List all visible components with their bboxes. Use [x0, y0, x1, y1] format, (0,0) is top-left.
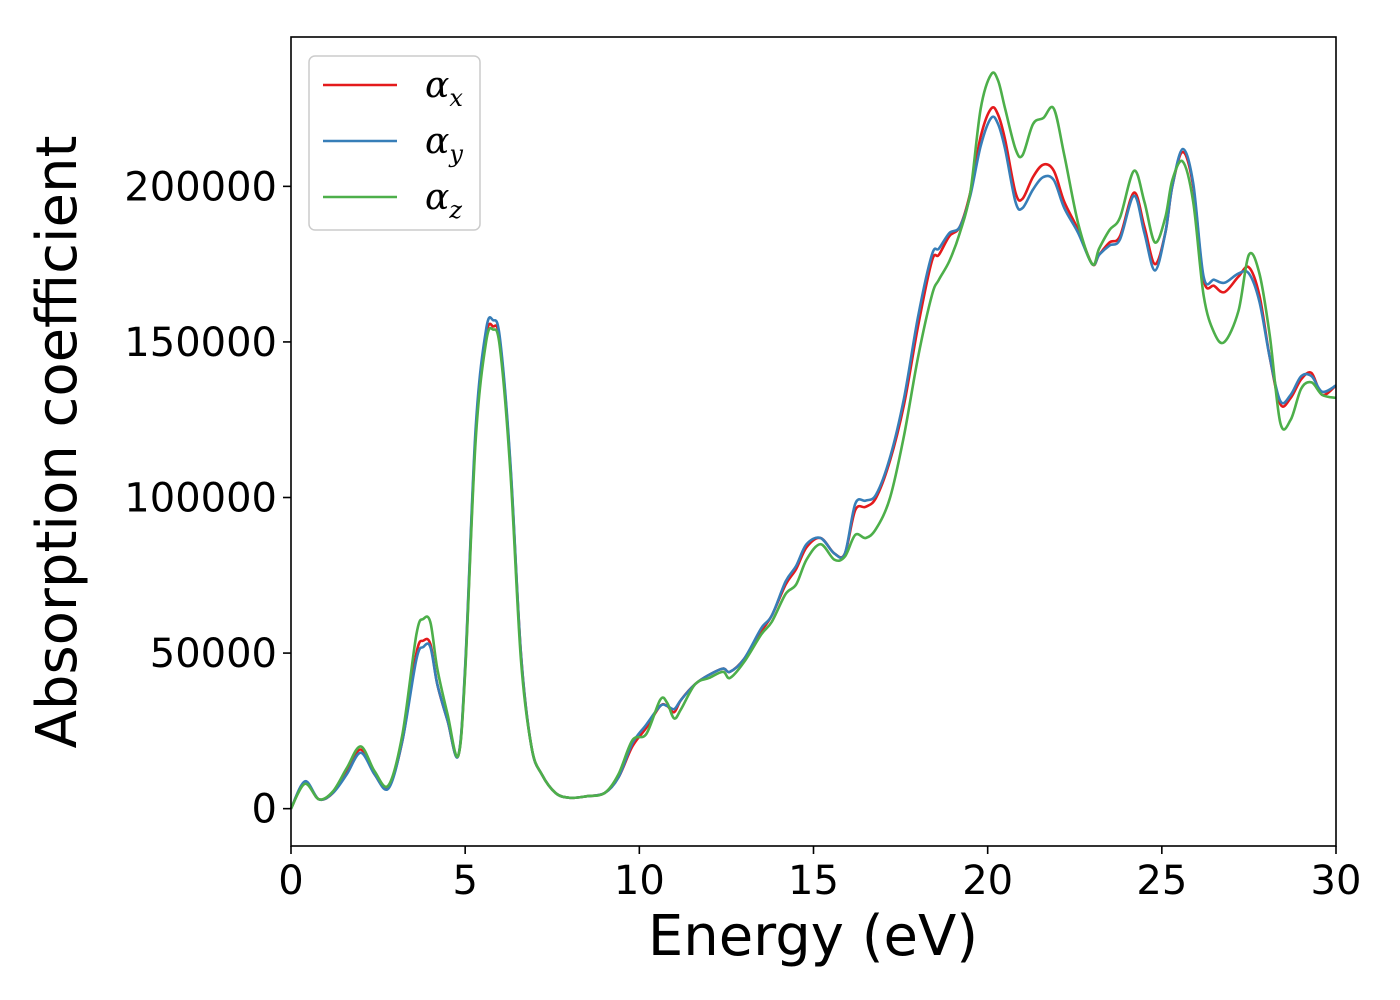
x-axis-label: Energy (eV)	[648, 904, 978, 969]
y-tick-label: 100000	[124, 476, 277, 522]
legend-label-alpha-z: αz	[425, 177, 462, 224]
y-axis-ticks: 0 50000 100000 150000 200000	[124, 164, 291, 833]
series-layer	[289, 71, 1337, 810]
x-tick-label: 15	[788, 858, 839, 904]
y-tick-label: 50000	[150, 631, 277, 677]
x-tick-label: 20	[962, 858, 1013, 904]
legend-box	[308, 55, 481, 231]
y-axis-label: Absorption coefficient	[25, 136, 90, 749]
y-tick-label: 0	[252, 787, 277, 833]
x-tick-label: 5	[452, 858, 477, 904]
x-tick-label: 25	[1136, 858, 1187, 904]
legend-label-alpha-x: αx	[425, 65, 463, 112]
legend: αx αy αz	[308, 55, 481, 231]
legend-label-alpha-y: αy	[425, 121, 463, 168]
x-tick-label: 0	[278, 858, 303, 904]
x-tick-label: 30	[1311, 858, 1362, 904]
series-line-alpha-z	[289, 71, 1337, 810]
y-tick-label: 200000	[124, 164, 277, 210]
x-tick-label: 10	[614, 858, 665, 904]
y-tick-label: 150000	[124, 320, 277, 366]
x-axis-ticks: 0 5 10 15 20 25 30	[278, 846, 1361, 904]
